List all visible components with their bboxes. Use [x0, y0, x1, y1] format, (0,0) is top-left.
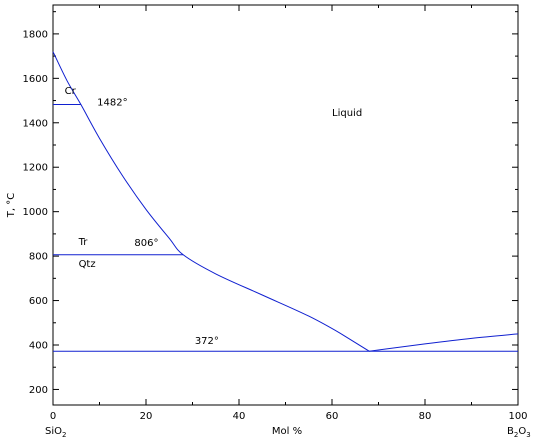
x-axis-ticks: 0 20 40 60 80 100 — [50, 5, 528, 422]
y-tick-label: 1600 — [23, 74, 48, 85]
y-tick-label: 600 — [29, 296, 48, 307]
annotations: Liquid Cr Tr Qtz 1482° 806° 372° — [65, 86, 363, 347]
b2o3-o: O — [518, 426, 526, 437]
x-tick-label: 40 — [233, 411, 246, 422]
y-tick-label: 200 — [29, 385, 48, 396]
y-tick-label: 1800 — [23, 29, 48, 40]
plot-frame — [52, 4, 519, 406]
b2o3-b: B — [507, 426, 514, 437]
annotation-label: Cr — [65, 86, 77, 97]
annotation-label: 806° — [134, 238, 158, 249]
y-tick-label: 1400 — [23, 118, 48, 129]
sio2-main: SiO — [45, 426, 62, 437]
b2o3-sub2: 3 — [526, 431, 530, 439]
phase-curves — [52, 51, 519, 352]
b2o3-sub1: 2 — [514, 431, 518, 439]
x-tick-label: 100 — [508, 411, 527, 422]
y-tick-label: 1200 — [23, 163, 48, 174]
x-axis-label: Mol % — [272, 426, 302, 437]
y-axis-label: T, °C — [6, 193, 17, 218]
x-tick-label: 0 — [50, 411, 56, 422]
y-tick-label: 800 — [29, 252, 48, 263]
liquidus-curve — [52, 51, 519, 352]
x-tick-label: 60 — [326, 411, 339, 422]
annotation-label: Tr — [78, 237, 89, 248]
annotation-label: 1482° — [97, 98, 127, 109]
x-tick-label: 20 — [140, 411, 153, 422]
y-tick-label: 1000 — [23, 207, 48, 218]
y-axis-ticks: 200 400 600 800 1000 1200 1400 1600 1800 — [23, 11, 518, 396]
annotation-label: 372° — [195, 336, 219, 347]
x-end-label-right: B2O3 — [507, 426, 531, 439]
annotation-label: Qtz — [79, 259, 96, 270]
annotation-label: Liquid — [332, 108, 362, 119]
x-tick-label: 80 — [419, 411, 432, 422]
y-tick-label: 400 — [29, 341, 48, 352]
x-end-label-left: SiO2 — [45, 426, 66, 439]
sio2-sub: 2 — [62, 431, 66, 439]
